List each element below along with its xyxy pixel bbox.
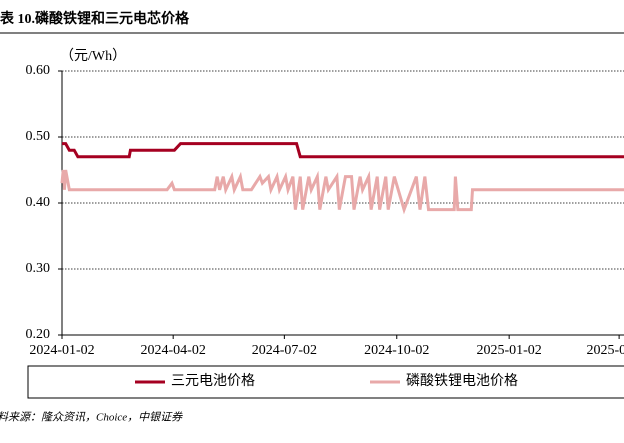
legend-label: 磷酸铁锂电池价格 (406, 373, 518, 389)
x-tick-label: 2025-01-02 (476, 343, 541, 358)
chart-title: 图表 10.磷酸铁锂和三元电芯价格 (0, 10, 190, 27)
y-tick-label: 0.40 (26, 195, 51, 210)
y-axis-label: （元/Wh） (60, 48, 126, 64)
y-tick-label: 0.20 (26, 327, 51, 342)
x-tick-label: 2024-10-02 (364, 343, 429, 358)
x-tick-label: 2024-01-02 (29, 343, 94, 358)
legend-box (27, 365, 624, 399)
line-series (60, 169, 624, 215)
y-tick-label: 0.50 (26, 129, 51, 144)
x-tick-label: 2024-04-02 (141, 343, 206, 358)
legend-label: 三元电池价格 (171, 373, 255, 389)
y-tick-label: 0.60 (26, 63, 51, 78)
x-tick-label: 2024-07-02 (252, 343, 317, 358)
source-note: 资料来源：隆众资讯，Choice，中银证券 (0, 411, 183, 424)
line-series (62, 142, 624, 159)
x-tick-label: 2025-04-02 (586, 343, 624, 358)
y-tick-label: 0.30 (26, 261, 51, 276)
